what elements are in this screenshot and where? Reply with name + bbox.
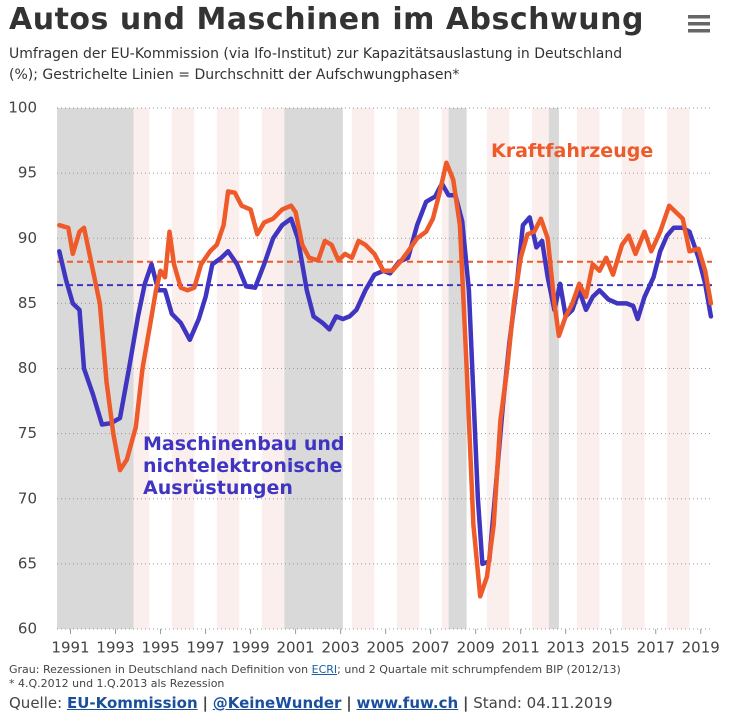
x-tick-label: 2015 xyxy=(592,639,630,657)
x-tick-label: 1999 xyxy=(231,639,269,657)
year-stripe xyxy=(216,108,240,629)
y-tick-label: 70 xyxy=(18,489,37,507)
chart-subtitle: Umfragen der EU-Kommission (via Ifo-Inst… xyxy=(9,46,623,83)
x-tick-label: 1991 xyxy=(51,639,89,657)
year-stripe xyxy=(171,108,195,629)
x-tick-label: 1993 xyxy=(96,639,134,657)
x-tick-label: 2005 xyxy=(367,639,405,657)
x-tick-label: 2011 xyxy=(502,639,540,657)
y-tick-label: 85 xyxy=(18,294,37,312)
series-line xyxy=(57,181,714,567)
year-stripe xyxy=(396,108,420,629)
menu-bar xyxy=(688,15,710,19)
notes: Grau: Rezessionen in Deutschland nach De… xyxy=(9,663,621,691)
source-link[interactable]: www.fuw.ch xyxy=(356,694,459,712)
note-line: Grau: Rezessionen in Deutschland nach De… xyxy=(9,663,621,677)
x-tick-label: 2009 xyxy=(457,639,495,657)
separator: | xyxy=(346,694,352,712)
x-tick-label: 2001 xyxy=(276,639,314,657)
series-line xyxy=(57,160,714,599)
y-tick-label: 95 xyxy=(18,164,37,182)
menu-bar xyxy=(688,22,710,26)
chart: 60 65 70 75 80 85 90 95 100 1991 1993 1995 1997 1999 2… xyxy=(8,99,720,657)
year-stripe xyxy=(576,108,600,629)
y-tick-label: 100 xyxy=(8,99,37,117)
x-tick-label: 1997 xyxy=(186,639,224,657)
y-tick-label: 90 xyxy=(18,229,37,247)
y-tick-label: 75 xyxy=(18,424,37,442)
series-label: Maschinenbau und nichtelektronische Ausr… xyxy=(143,433,345,499)
y-tick-label: 60 xyxy=(18,620,37,638)
x-tick-label: 2013 xyxy=(547,639,585,657)
note-link[interactable]: ECRI xyxy=(311,663,338,676)
note-text: Grau: Rezessionen in Deutschland nach De… xyxy=(9,663,309,676)
footnote: * 4.Q.2012 und 1.Q.2013 als Rezession xyxy=(9,677,225,690)
source-label: Quelle: xyxy=(9,694,63,712)
x-tick-label: 2003 xyxy=(322,639,360,657)
year-stripe xyxy=(666,108,690,629)
x-tick-label: 2017 xyxy=(637,639,675,657)
y-tick-label: 65 xyxy=(18,554,37,572)
y-tick-label: 80 xyxy=(18,359,37,377)
chart-title: Autos und Maschinen im Abschwung xyxy=(9,2,644,37)
menu-bar xyxy=(688,29,710,33)
recession-band xyxy=(57,108,134,629)
year-stripe xyxy=(351,108,375,629)
menu-button[interactable] xyxy=(688,14,710,34)
note-text: ; und 2 Quartale mit schrumpfendem BIP (… xyxy=(337,663,621,676)
source: Quelle: EU-Kommission | @KeineWunder | w… xyxy=(9,694,613,712)
separator: | xyxy=(462,694,469,712)
source-date: Stand: 04.11.2019 xyxy=(473,694,613,712)
x-tick-label: 2019 xyxy=(682,639,720,657)
x-tick-label: 1995 xyxy=(141,639,179,657)
source-link[interactable]: EU-Kommission xyxy=(66,694,198,712)
series-label: Kraftfahrzeuge xyxy=(491,140,654,162)
source-link[interactable]: @KeineWunder xyxy=(212,694,342,712)
x-tick-label: 2007 xyxy=(412,639,450,657)
separator: | xyxy=(202,694,208,712)
